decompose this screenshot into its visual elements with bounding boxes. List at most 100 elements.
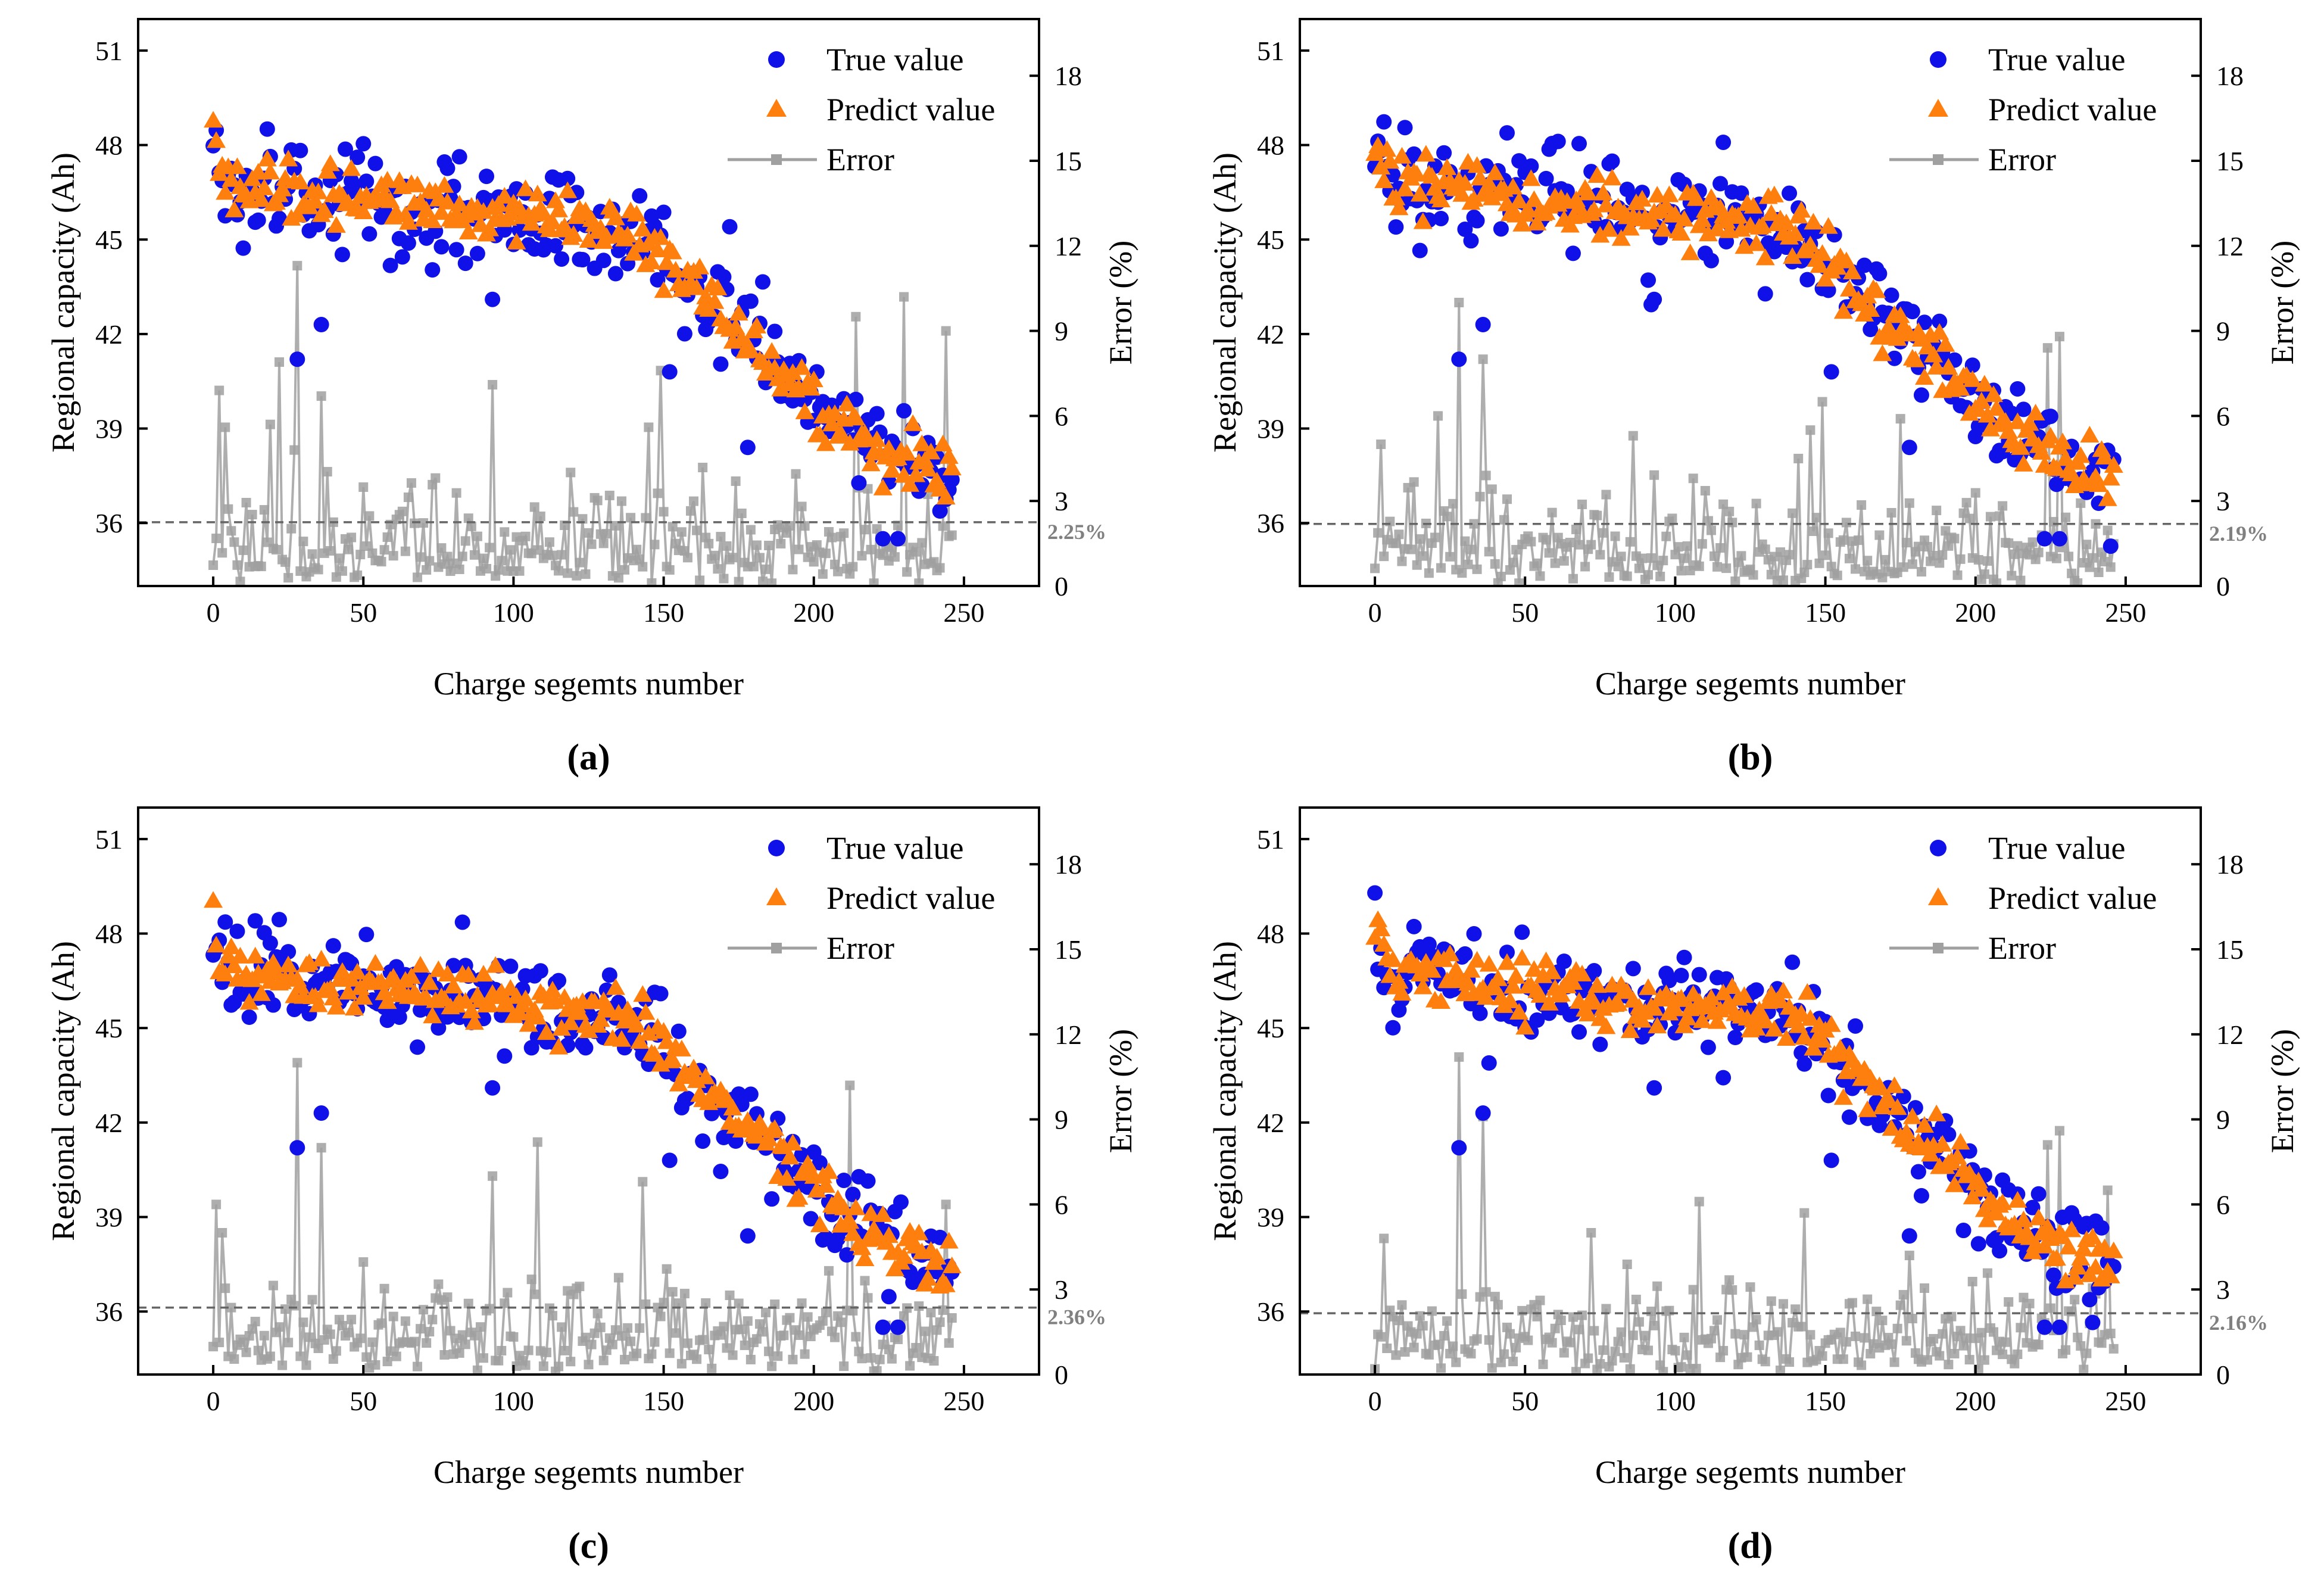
error-point	[1688, 473, 1698, 484]
error-point	[1775, 1365, 1785, 1375]
error-point	[1778, 1299, 1788, 1309]
error-point	[572, 571, 582, 581]
error-point	[682, 1338, 692, 1348]
predict-value-point	[819, 1162, 838, 1179]
error-point	[1778, 575, 1788, 585]
true-value-point	[1691, 967, 1707, 983]
error-point	[935, 563, 945, 573]
true-value-point	[845, 1186, 861, 1202]
predict-value-point	[1509, 1002, 1529, 1020]
predict-value-point	[1755, 248, 1775, 266]
error-point	[301, 1360, 311, 1370]
y2-tick-label: 0	[1055, 571, 1068, 601]
y2-axis-label: Error (%)	[1103, 241, 1138, 364]
predict-value-point	[1524, 190, 1544, 207]
true-value-point	[503, 958, 519, 974]
error-point	[1979, 1355, 1989, 1365]
error-point	[761, 564, 771, 574]
error-point	[1805, 425, 1815, 435]
legend-error-marker	[1933, 943, 1944, 953]
true-value-point	[413, 1002, 429, 1018]
predict-value-point	[1930, 323, 1949, 340]
legend-true-marker	[1930, 51, 1946, 68]
y-tick-label: 42	[95, 1108, 123, 1138]
error-point	[1892, 1323, 1902, 1333]
error-point	[1610, 531, 1620, 541]
y2-axis-label: Error (%)	[2264, 241, 2300, 364]
predict-value-point	[473, 965, 493, 982]
predict-value-point	[639, 1024, 659, 1041]
error-point	[872, 1366, 882, 1375]
error-point	[704, 538, 714, 548]
true-value-point	[2010, 381, 2026, 397]
legend: True value Predict value Error	[728, 830, 995, 966]
predict-value-point	[777, 1169, 797, 1186]
error-point	[1851, 564, 1861, 574]
error-point	[616, 496, 626, 506]
predict-value-point	[903, 414, 923, 431]
error-point	[1493, 1299, 1503, 1310]
true-value-point	[337, 141, 353, 157]
error-point	[1745, 1282, 1755, 1292]
error-point	[1935, 1351, 1945, 1361]
error-point	[670, 1328, 681, 1338]
predict-value-point	[1879, 1090, 1898, 1107]
true-value-point	[1388, 219, 1404, 235]
error-point	[460, 1339, 470, 1350]
error-point	[685, 506, 695, 516]
error-point	[1382, 1344, 1392, 1354]
true-value-point	[1646, 291, 1662, 307]
error-point	[460, 536, 470, 546]
error-point	[454, 564, 464, 574]
error-point	[650, 1337, 660, 1347]
predict-value-point	[636, 1003, 656, 1020]
y2-tick-label: 0	[2216, 571, 2230, 601]
predict-value-point	[366, 953, 385, 971]
error-point	[1712, 1315, 1723, 1325]
error-point	[1952, 570, 1963, 580]
predict-value-point	[549, 200, 569, 217]
predict-value-point	[627, 204, 647, 222]
predict-value-point	[1560, 216, 1580, 233]
true-value-point	[839, 1247, 855, 1263]
error-point	[1472, 1334, 1482, 1344]
error-point	[941, 1199, 951, 1210]
error-point	[1394, 529, 1404, 540]
predict-value-point	[411, 955, 431, 973]
predict-value-point	[1777, 213, 1796, 230]
true-value-point	[1493, 221, 1509, 237]
error-point	[1565, 537, 1575, 547]
error-point	[575, 557, 585, 568]
error-point	[307, 1295, 317, 1305]
true-value-point	[241, 1009, 257, 1026]
error-point	[1409, 1342, 1419, 1352]
legend-error-label: Error	[826, 142, 894, 177]
error-point	[911, 547, 921, 557]
error-point	[232, 560, 242, 570]
y-axis-label: Regional capacity (Ah)	[45, 941, 81, 1241]
error-point	[1472, 564, 1482, 574]
predict-value-point	[2074, 1239, 2094, 1257]
error-point	[1640, 1330, 1650, 1341]
error-point	[1586, 540, 1596, 550]
error-point	[259, 505, 269, 515]
legend-error-label: Error	[1988, 142, 2056, 177]
error-point	[367, 1337, 378, 1347]
predict-value-point	[2026, 404, 2045, 421]
x-tick-label: 50	[1511, 597, 1539, 628]
error-point	[1550, 1323, 1560, 1333]
error-point	[1577, 1310, 1587, 1320]
predict-value-point	[207, 936, 226, 953]
predict-value-point	[579, 1021, 598, 1038]
predict-value-point	[1515, 1018, 1535, 1035]
true-value-point	[1466, 926, 1482, 942]
predict-value-point	[288, 205, 307, 223]
error-point	[581, 569, 591, 579]
error-point	[353, 570, 363, 580]
predict-value-point	[882, 461, 901, 478]
y-tick-label: 36	[1257, 1296, 1284, 1327]
axes-frame	[1299, 806, 2202, 1376]
error-point	[1466, 544, 1476, 554]
error-point	[355, 550, 366, 560]
true-value-point	[656, 204, 672, 220]
